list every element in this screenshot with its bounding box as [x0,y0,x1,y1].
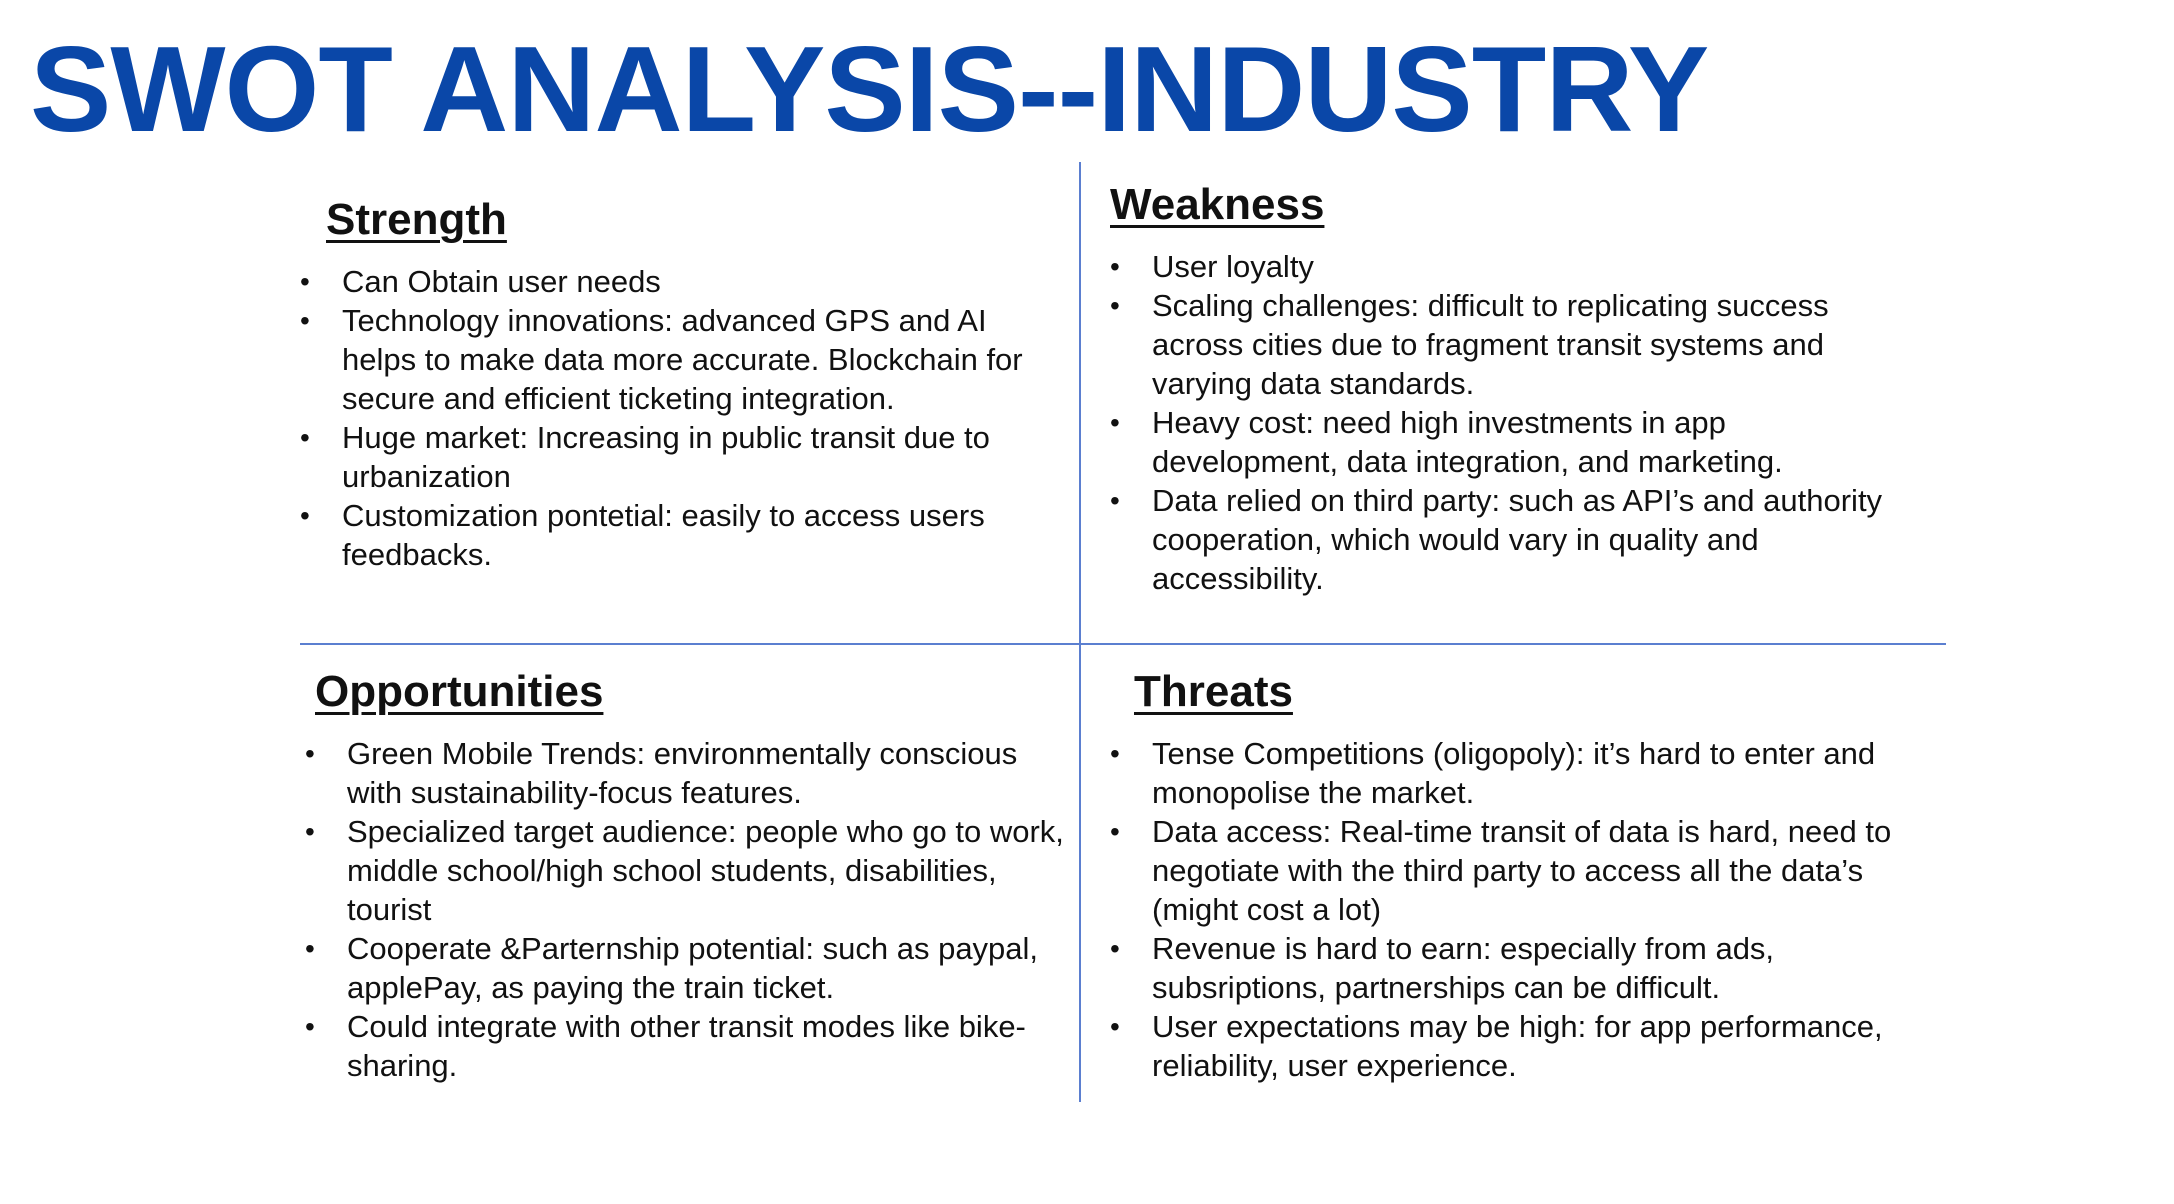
opportunities-heading: Opportunities [315,667,604,716]
weakness-quadrant: Weakness User loyalty Scaling challenges… [1110,180,1910,598]
list-item: Customization pontetial: easily to acces… [300,496,1060,574]
strength-heading: Strength [326,195,507,244]
threats-heading: Threats [1134,667,1293,716]
list-item: User loyalty [1110,247,1910,286]
weakness-list: User loyalty Scaling challenges: difficu… [1110,247,1910,598]
page-title: SWOT ANALYSIS--INDUSTRY [30,21,1709,157]
vertical-divider [1079,162,1081,1102]
list-item: Heavy cost: need high investments in app… [1110,403,1910,481]
opportunities-quadrant: Opportunities Green Mobile Trends: envir… [305,667,1065,1085]
opportunities-list: Green Mobile Trends: environmentally con… [305,734,1065,1085]
list-item: Can Obtain user needs [300,262,1060,301]
list-item: Green Mobile Trends: environmentally con… [305,734,1065,812]
strength-quadrant: Strength Can Obtain user needs Technolog… [300,195,1060,574]
list-item: Could integrate with other transit modes… [305,1007,1065,1085]
list-item: Data relied on third party: such as API’… [1110,481,1910,598]
weakness-heading: Weakness [1110,180,1325,229]
list-item: Scaling challenges: difficult to replica… [1110,286,1910,403]
list-item: Cooperate &Parternship potential: such a… [305,929,1065,1007]
threats-quadrant: Threats Tense Competitions (oligopoly): … [1110,667,1910,1085]
list-item: Tense Competitions (oligopoly): it’s har… [1110,734,1910,812]
list-item: Specialized target audience: people who … [305,812,1065,929]
list-item: Huge market: Increasing in public transi… [300,418,1060,496]
list-item: Data access: Real-time transit of data i… [1110,812,1910,929]
horizontal-divider [300,643,1946,645]
threats-list: Tense Competitions (oligopoly): it’s har… [1110,734,1910,1085]
list-item: Technology innovations: advanced GPS and… [300,301,1060,418]
list-item: Revenue is hard to earn: especially from… [1110,929,1910,1007]
list-item: User expectations may be high: for app p… [1110,1007,1910,1085]
strength-list: Can Obtain user needs Technology innovat… [300,262,1060,574]
